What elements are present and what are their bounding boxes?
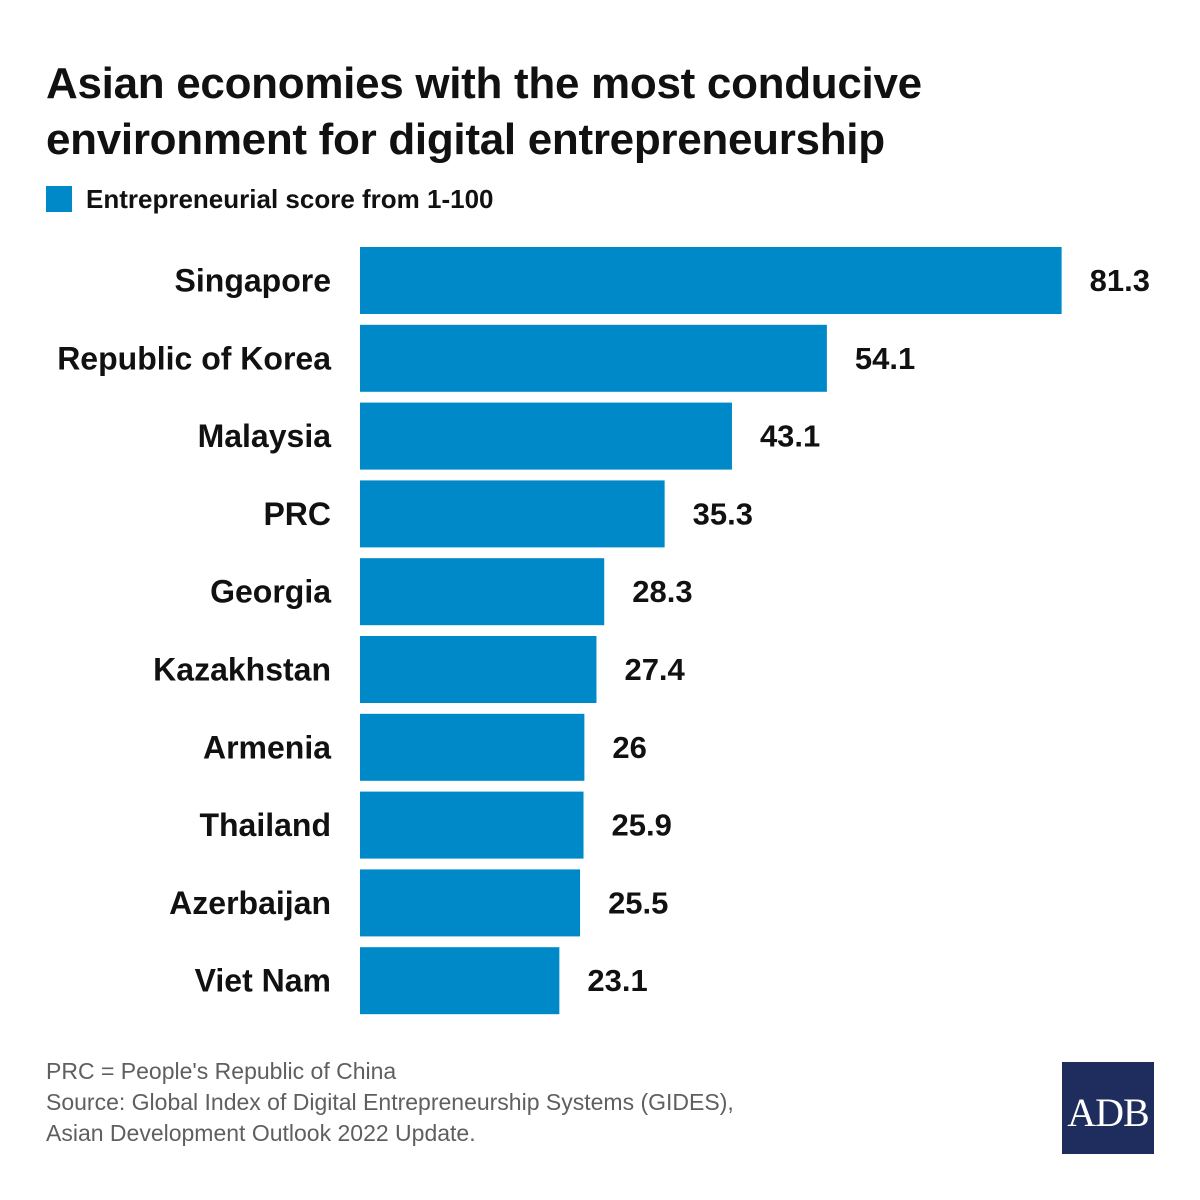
value-label: 23.1: [587, 963, 647, 998]
adb-logo-text: ADB: [1067, 1089, 1149, 1135]
value-label: 27.4: [624, 652, 685, 687]
bar-republic-of-korea: [360, 324, 827, 392]
legend-swatch: [46, 186, 72, 212]
chart-title: Asian economies with the most conducive …: [46, 56, 1166, 168]
bar-georgia: [360, 558, 605, 626]
bar-chart: Singapore 81.3 Republic of Korea 54.1 Malays…: [57, 247, 1150, 1015]
chart-title-line-1: Asian economies with the most conducive: [46, 59, 922, 108]
bar-armenia: [360, 713, 585, 781]
legend-label: Entrepreneurial score from 1-100: [86, 183, 494, 214]
category-label: Armenia: [203, 729, 331, 765]
category-label: Malaysia: [198, 418, 332, 454]
category-label: Singapore: [175, 263, 331, 299]
value-label: 43.1: [760, 419, 820, 454]
category-label: Georgia: [210, 574, 331, 610]
bar-prc: [360, 480, 665, 548]
value-label: 35.3: [693, 496, 753, 531]
footer: PRC = People's Republic of China Source:…: [46, 1056, 734, 1149]
value-label: 81.3: [1090, 263, 1150, 298]
legend: Entrepreneurial score from 1-100: [46, 182, 494, 216]
category-label: Republic of Korea: [57, 340, 331, 376]
value-label: 26: [612, 730, 646, 765]
category-label: PRC: [263, 496, 331, 532]
category-label: Kazakhstan: [153, 652, 331, 688]
category-label: Thailand: [199, 807, 331, 843]
value-label: 25.5: [608, 885, 668, 920]
footnote-prc: PRC = People's Republic of China: [46, 1058, 397, 1084]
bar-malaysia: [360, 402, 732, 470]
category-label: Viet Nam: [195, 963, 331, 999]
bar-thailand: [360, 791, 584, 859]
adb-logo: ADB: [1062, 1062, 1154, 1154]
source-line-1: Source: Global Index of Digital Entrepre…: [46, 1089, 734, 1115]
value-label: 28.3: [632, 574, 692, 609]
category-label: Azerbaijan: [169, 885, 331, 921]
bar-kazakhstan: [360, 636, 597, 703]
bar-singapore: [360, 247, 1062, 314]
value-label: 54.1: [855, 341, 915, 376]
value-label: 25.9: [612, 808, 672, 843]
source-line-2: Asian Development Outlook 2022 Update.: [46, 1120, 476, 1146]
bar-viet-nam: [360, 947, 560, 1015]
chart-title-line-2: environment for digital entrepreneurship: [46, 115, 885, 164]
bar-azerbaijan: [360, 869, 581, 937]
